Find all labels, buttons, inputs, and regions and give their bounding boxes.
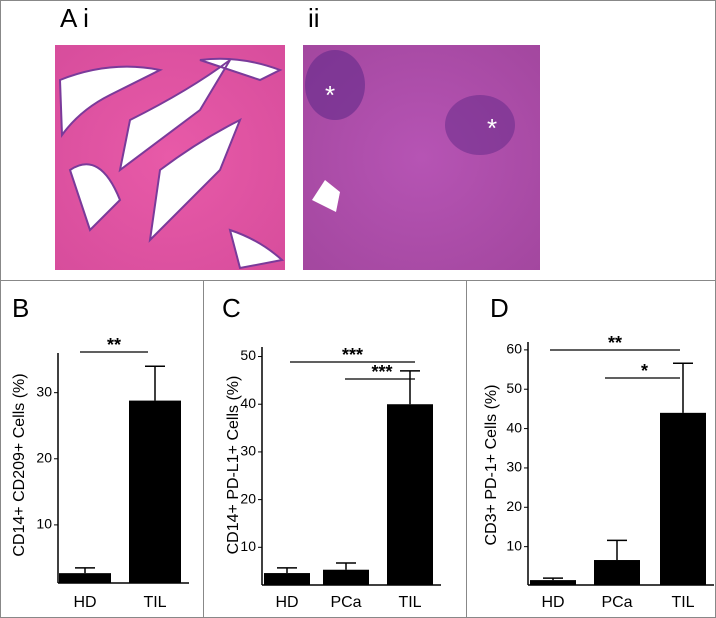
y-axis-label: CD14+ CD209+ Cells (%): [11, 373, 28, 556]
y-axis-label: CD14+ PD-L1+ Cells (%): [225, 376, 242, 555]
bar: [264, 573, 310, 585]
significance-label: ***: [371, 362, 392, 382]
panel-label: A i: [60, 3, 89, 33]
y-tick-label: 20: [240, 490, 256, 506]
error-bar: [336, 562, 356, 570]
error-bar: [400, 370, 420, 405]
y-tick-label: 30: [506, 459, 522, 475]
panel-label: B: [12, 293, 29, 323]
x-tick-label: PCa: [330, 594, 361, 611]
error-bar: [75, 567, 95, 574]
histology-image: [303, 45, 540, 270]
error-bar: [607, 539, 627, 561]
significance-label: **: [107, 335, 121, 355]
x-tick-label: HD: [541, 594, 564, 611]
y-tick-label: 10: [36, 516, 52, 532]
y-tick-label: 10: [240, 538, 256, 554]
y-tick-label: 20: [36, 449, 52, 465]
panel-label: C: [222, 293, 241, 323]
bar: [594, 560, 640, 585]
error-bar: [277, 567, 297, 574]
y-tick-label: 40: [240, 395, 256, 411]
y-tick-label: 30: [240, 443, 256, 459]
bar: [323, 569, 369, 585]
x-tick-label: TIL: [671, 594, 694, 611]
bar: [387, 404, 433, 585]
y-tick-label: 50: [240, 347, 256, 363]
y-tick-label: 60: [506, 341, 522, 357]
significance-label: ***: [342, 345, 363, 365]
x-tick-label: HD: [73, 594, 96, 611]
panel-label: D: [490, 293, 509, 323]
y-tick-label: 10: [506, 537, 522, 553]
image-asterisk: *: [325, 80, 335, 110]
significance-label: **: [608, 333, 622, 353]
y-axis-label: CD3+ PD-1+ Cells (%): [483, 385, 500, 546]
y-tick-label: 20: [506, 498, 522, 514]
significance-label: *: [641, 361, 648, 381]
y-tick-label: 40: [506, 419, 522, 435]
image-asterisk: *: [487, 113, 497, 143]
panel-label: ii: [308, 3, 320, 33]
bar: [530, 580, 576, 585]
bar: [660, 412, 706, 585]
x-tick-label: TIL: [143, 594, 166, 611]
histology-image: [55, 45, 285, 270]
error-bar: [145, 365, 165, 401]
y-tick-label: 30: [36, 383, 52, 399]
error-bar: [543, 577, 563, 581]
bar: [59, 573, 111, 583]
bar: [129, 400, 181, 583]
x-tick-label: TIL: [398, 594, 421, 611]
x-tick-label: HD: [275, 594, 298, 611]
y-tick-label: 50: [506, 380, 522, 396]
x-tick-label: PCa: [601, 594, 632, 611]
error-bar: [673, 362, 693, 413]
